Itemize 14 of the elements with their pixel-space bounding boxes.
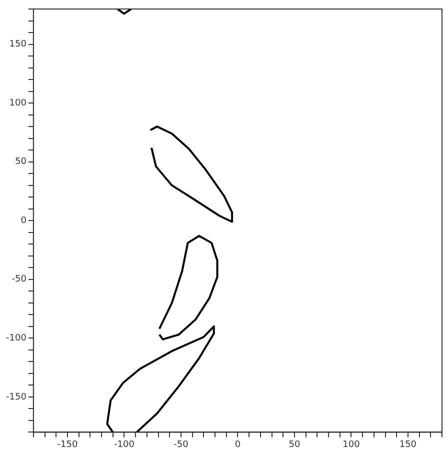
- x-tick-label: -100: [114, 440, 135, 450]
- y-tick-label: 150: [9, 40, 27, 50]
- x-tick-label: 50: [288, 440, 300, 450]
- x-tick-label: 100: [342, 440, 360, 450]
- y-tick-label: 0: [20, 216, 27, 226]
- y-tick-label: -50: [12, 274, 27, 285]
- y-tick-label: -150: [6, 392, 27, 402]
- x-tick-label: 0: [234, 440, 241, 450]
- y-tick-label: 100: [9, 98, 27, 108]
- x-tick-label: 150: [399, 440, 417, 450]
- y-tick-label: -100: [6, 334, 27, 344]
- x-tick-label: -50: [174, 440, 189, 450]
- y-tick-label: 50: [14, 157, 27, 168]
- x-tick-label: -150: [57, 440, 78, 450]
